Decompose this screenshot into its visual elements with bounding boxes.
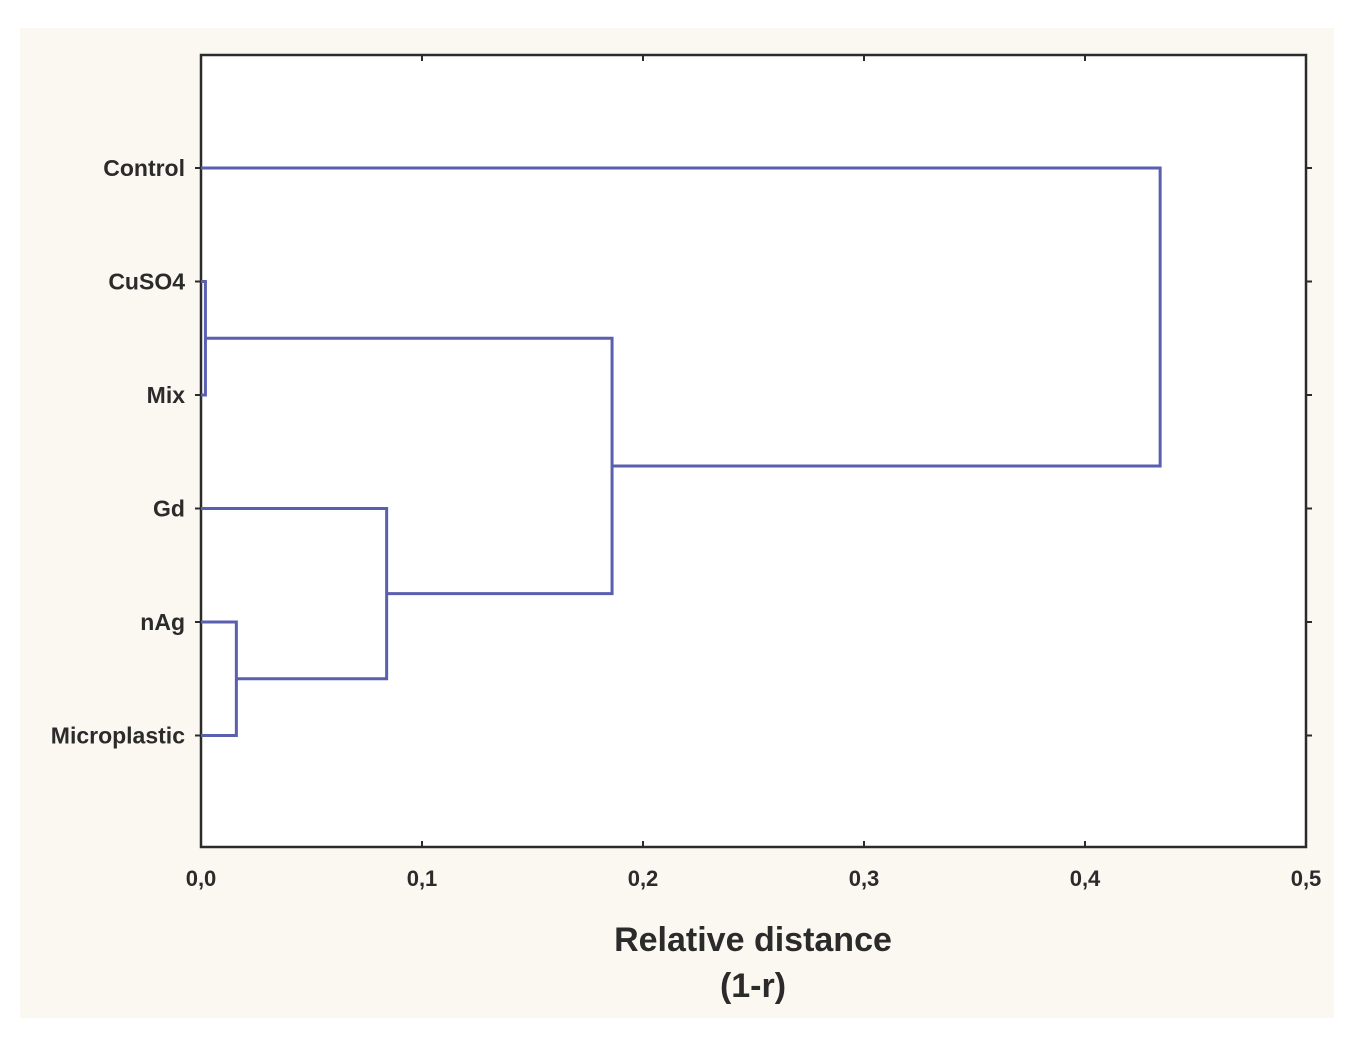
- x-tick-label-1: 0,1: [407, 866, 438, 891]
- x-tick-label-0: 0,0: [186, 866, 217, 891]
- leaf-labels: Control CuSO4 Mix Gd nAg Microplastic: [51, 155, 185, 749]
- chart-figure: 0,0 0,1 0,2 0,3 0,4 0,5 Control CuSO4 Mix Gd nAg M…: [20, 28, 1334, 1018]
- leaf-label-mix: Mix: [147, 382, 186, 408]
- leaf-label-nag: nAg: [140, 609, 185, 635]
- branch-m5: [201, 166, 1162, 468]
- x-axis-title: Relative distance: [614, 921, 892, 959]
- leaf-ticks: [195, 167, 1312, 737]
- leaf-label-cuso4: CuSO4: [108, 269, 185, 295]
- plot-frame: [199, 53, 1308, 849]
- x-tick-label-2: 0,2: [628, 866, 659, 891]
- x-tick-label-3: 0,3: [849, 866, 880, 891]
- x-axis-ticks: [200, 55, 1307, 847]
- x-tick-label-5: 0,5: [1291, 866, 1322, 891]
- x-axis-subtitle: (1-r): [720, 967, 786, 1005]
- leaf-label-gd: Gd: [153, 496, 185, 522]
- dendrogram-chart: 0,0 0,1 0,2 0,3 0,4 0,5 Control CuSO4 Mix Gd nAg M…: [51, 53, 1322, 1005]
- leaf-label-control: Control: [103, 155, 185, 181]
- leaf-label-microplastic: Microplastic: [51, 723, 185, 749]
- x-axis-tick-labels: 0,0 0,1 0,2 0,3 0,4 0,5: [186, 866, 1322, 891]
- dendrogram-branches: [201, 166, 1162, 737]
- x-tick-label-4: 0,4: [1070, 866, 1101, 891]
